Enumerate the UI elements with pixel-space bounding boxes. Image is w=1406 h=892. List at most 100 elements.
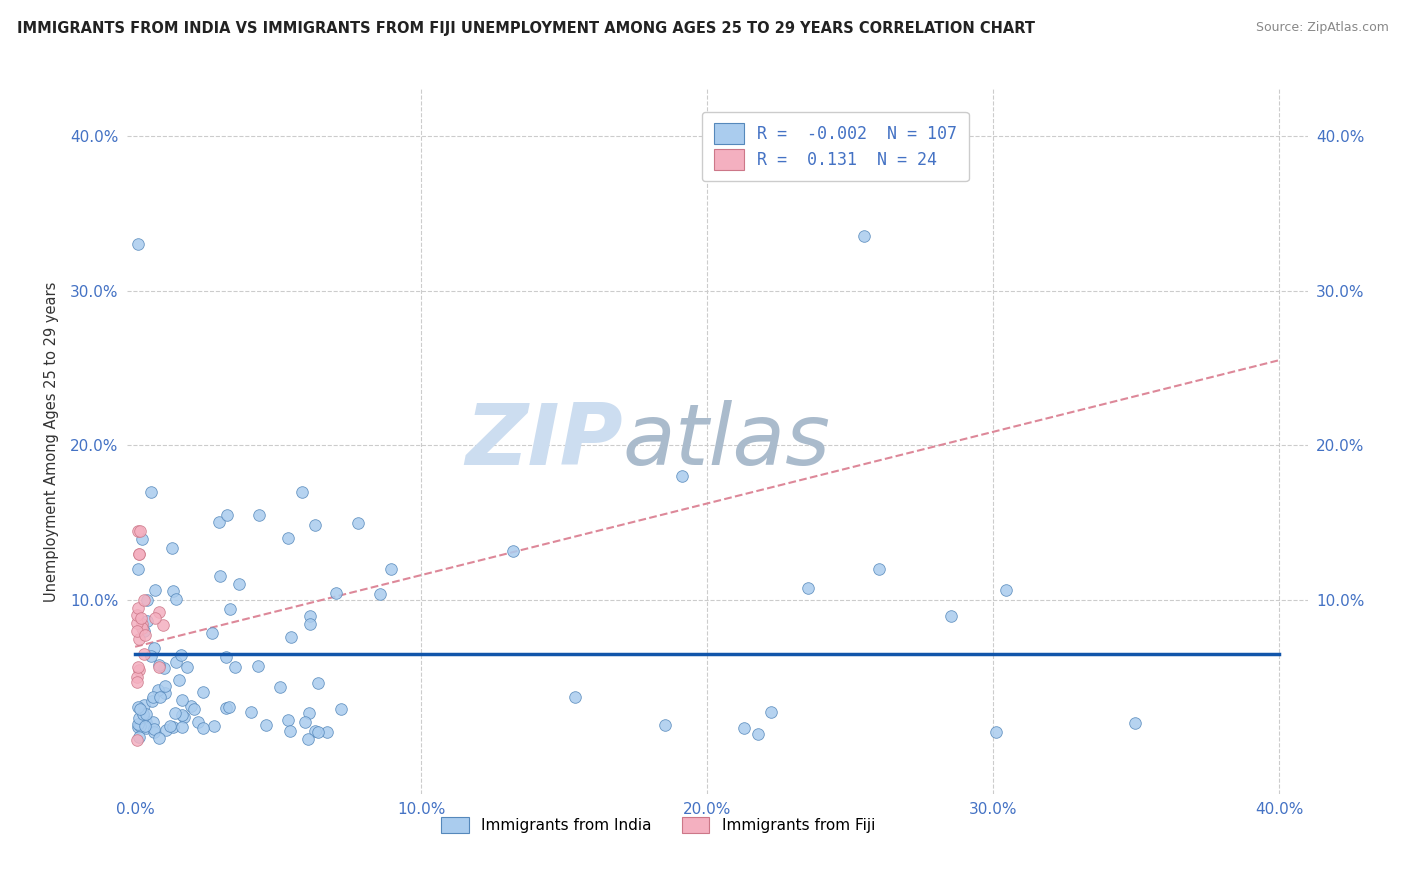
Point [125, 624, 148, 639]
Text: IMMIGRANTS FROM INDIA VS IMMIGRANTS FROM FIJI UNEMPLOYMENT AMONG AGES 25 TO 29 Y: IMMIGRANTS FROM INDIA VS IMMIGRANTS FROM… [17, 21, 1035, 37]
Point [136, 592, 159, 607]
Point [941, 608, 963, 623]
Point [228, 576, 250, 591]
Point [134, 628, 156, 642]
Point [142, 690, 165, 704]
Point [172, 692, 194, 706]
Point [247, 659, 270, 673]
Point [240, 705, 263, 719]
Point [215, 649, 238, 664]
Point [128, 710, 150, 724]
Point [159, 718, 181, 732]
Point [152, 618, 174, 632]
Point [733, 721, 755, 735]
Point [298, 608, 321, 623]
Point [134, 718, 156, 732]
Point [125, 675, 148, 690]
Point [291, 484, 314, 499]
Point [153, 679, 176, 693]
Point [218, 699, 240, 714]
Point [131, 616, 153, 631]
Point [143, 611, 166, 625]
Point [127, 524, 149, 538]
Point [125, 607, 148, 622]
Point [304, 723, 326, 738]
Point [984, 725, 1007, 739]
Point [148, 605, 170, 619]
Point [1123, 716, 1146, 731]
Point [148, 660, 170, 674]
Point [148, 731, 170, 745]
Point [146, 683, 169, 698]
Point [162, 541, 184, 556]
Point [277, 713, 299, 727]
Point [247, 508, 270, 522]
Point [135, 706, 157, 721]
Point [127, 601, 149, 615]
Point [165, 591, 187, 606]
Text: atlas: atlas [623, 400, 831, 483]
Point [224, 660, 246, 674]
Point [153, 661, 176, 675]
Point [127, 237, 149, 252]
Point [131, 532, 153, 546]
Point [307, 676, 329, 690]
Point [165, 656, 187, 670]
Point [127, 717, 149, 731]
Point [325, 585, 347, 599]
Point [125, 616, 148, 631]
Point [143, 641, 166, 656]
Point [217, 508, 239, 522]
Point [148, 657, 170, 672]
Point [747, 727, 769, 741]
Point [141, 484, 163, 499]
Point [132, 698, 155, 713]
Point [128, 632, 150, 646]
Point [180, 699, 202, 714]
Point [330, 701, 353, 715]
Point [294, 714, 316, 729]
Point [298, 706, 321, 721]
Point [128, 547, 150, 561]
Point [128, 701, 150, 715]
Point [145, 583, 167, 598]
Point [280, 630, 302, 644]
Point [654, 718, 676, 732]
Point [191, 685, 214, 699]
Point [201, 626, 224, 640]
Point [564, 690, 586, 704]
Point [131, 622, 153, 636]
Text: Source: ZipAtlas.com: Source: ZipAtlas.com [1256, 21, 1389, 35]
Point [132, 706, 155, 721]
Point [994, 583, 1017, 598]
Point [207, 516, 229, 530]
Point [347, 516, 370, 531]
Point [132, 624, 155, 638]
Point [128, 663, 150, 677]
Point [297, 731, 319, 746]
Legend: Immigrants from India, Immigrants from Fiji: Immigrants from India, Immigrants from F… [434, 811, 882, 839]
Point [132, 593, 155, 607]
Point [193, 721, 215, 735]
Point [170, 648, 193, 662]
Point [155, 723, 177, 737]
Point [129, 610, 152, 624]
Point [761, 705, 783, 719]
Point [132, 706, 155, 721]
Point [162, 720, 184, 734]
Point [170, 708, 193, 723]
Point [307, 725, 329, 739]
Point [135, 722, 157, 736]
Point [153, 686, 176, 700]
Point [167, 673, 190, 687]
Point [868, 562, 890, 576]
Point [368, 587, 391, 601]
Point [853, 229, 876, 244]
Point [134, 713, 156, 727]
Point [127, 660, 149, 674]
Point [316, 724, 339, 739]
Point [502, 544, 524, 558]
Point [183, 702, 205, 716]
Point [254, 717, 277, 731]
Point [135, 614, 157, 628]
